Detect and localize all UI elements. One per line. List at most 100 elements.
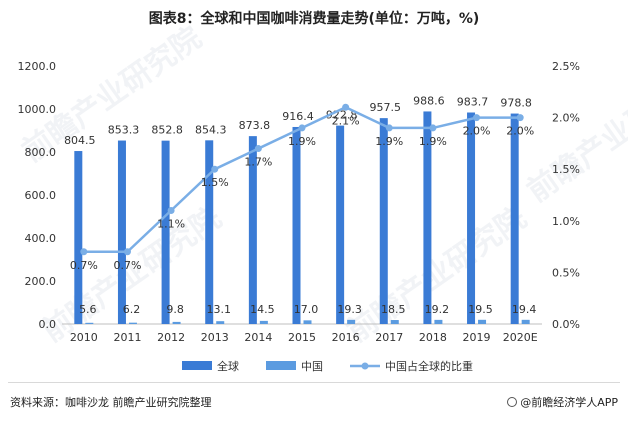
x-tick-label: 2011 xyxy=(113,331,141,344)
data-label-global: 988.6 xyxy=(413,94,445,107)
data-label-share: 0.7% xyxy=(113,259,141,272)
y-left-tick-label: 1000.0 xyxy=(18,103,57,116)
bar-china xyxy=(390,320,399,324)
data-label-share: 1.9% xyxy=(288,135,316,148)
data-label-china: 19.4 xyxy=(512,303,537,316)
data-label-share: 1.7% xyxy=(244,156,272,169)
x-tick-label: 2015 xyxy=(288,331,316,344)
brand-text: @前瞻经济学人APP xyxy=(520,396,618,409)
y-right-tick-label: 0.5% xyxy=(552,266,580,279)
source-note: 资料来源：咖啡沙龙 前瞻产业研究院整理 xyxy=(10,396,212,409)
bar-china xyxy=(478,319,487,324)
bar-global xyxy=(510,113,519,324)
data-label-global: 916.4 xyxy=(282,110,314,123)
x-tick-label: 2016 xyxy=(332,331,360,344)
bar-china xyxy=(434,319,443,324)
point-share xyxy=(429,124,437,132)
bar-global xyxy=(205,140,214,324)
y-right-tick-label: 0.0% xyxy=(552,318,580,331)
legend-label-share: 中国占全球的比重 xyxy=(385,359,473,373)
data-label-share: 0.7% xyxy=(70,259,98,272)
bar-global xyxy=(423,111,432,325)
data-label-china: 18.5 xyxy=(381,303,406,316)
bar-global xyxy=(336,125,345,325)
data-label-china: 9.8 xyxy=(166,303,184,316)
x-tick-label: 2010 xyxy=(70,331,98,344)
data-label-share: 1.9% xyxy=(375,135,403,148)
chart-canvas: 0.0 200.0 400.0 600.0 800.0 1000.0 1200.0 0.0% 0… xyxy=(18,60,580,373)
data-label-china: 14.5 xyxy=(250,303,275,316)
x-tick-label: 2020E xyxy=(503,331,538,344)
legend-label-china: 中国 xyxy=(301,360,323,373)
point-share xyxy=(123,248,131,256)
data-label-global: 873.8 xyxy=(239,119,271,132)
x-tick-label: 2017 xyxy=(375,331,403,344)
y-left-tick-label: 600.0 xyxy=(25,189,57,202)
bar-china xyxy=(303,320,312,324)
y-right-tick-label: 1.5% xyxy=(552,163,580,176)
data-label-china: 19.3 xyxy=(337,303,362,316)
data-label-global: 853.3 xyxy=(108,124,140,137)
footer-divider xyxy=(8,382,620,383)
x-tick-label: 2018 xyxy=(419,331,447,344)
x-tick-label: 2019 xyxy=(463,331,491,344)
data-label-global: 854.3 xyxy=(195,123,227,136)
point-share xyxy=(473,114,481,122)
data-label-china: 13.1 xyxy=(206,303,231,316)
legend-label-global: 全球 xyxy=(217,359,239,373)
point-share xyxy=(211,165,219,173)
x-tick-label: 2012 xyxy=(157,331,185,344)
data-label-share: 1.5% xyxy=(201,176,229,189)
x-tick-label: 2014 xyxy=(244,331,272,344)
data-label-global: 983.7 xyxy=(457,96,489,109)
bar-china xyxy=(216,321,225,324)
data-label-china: 19.5 xyxy=(468,303,493,316)
data-label-share: 2.0% xyxy=(506,125,534,138)
x-tick-label: 2013 xyxy=(201,331,229,344)
data-label-global: 957.5 xyxy=(370,101,402,114)
bar-global xyxy=(161,140,170,324)
point-share xyxy=(516,114,524,122)
bar-global xyxy=(248,136,257,324)
y-left-tick-label: 800.0 xyxy=(25,146,57,159)
point-share xyxy=(254,145,262,153)
bar-global xyxy=(379,118,388,324)
bar-china xyxy=(172,321,181,324)
bar-china xyxy=(128,322,137,324)
y-right-tick-label: 2.5% xyxy=(552,60,580,73)
data-label-share: 1.9% xyxy=(419,135,447,148)
data-label-china: 17.0 xyxy=(294,303,319,316)
legend-swatch-global xyxy=(182,361,212,370)
data-label-share: 2.1% xyxy=(332,114,360,127)
data-label-share: 2.0% xyxy=(463,125,491,138)
bar-china xyxy=(521,319,530,324)
data-label-china: 6.2 xyxy=(123,303,141,316)
legend-swatch-china xyxy=(266,361,296,370)
bar-china xyxy=(85,322,94,324)
y-left-tick-label: 1200.0 xyxy=(18,60,57,73)
y-right-tick-label: 2.0% xyxy=(552,112,580,125)
brand-credit: @前瞻经济学人APP xyxy=(507,394,618,410)
y-left-tick-label: 400.0 xyxy=(25,232,57,245)
point-share xyxy=(80,248,88,256)
y-right-tick-label: 1.0% xyxy=(552,215,580,228)
bar-global xyxy=(117,140,126,324)
point-share xyxy=(167,206,175,214)
bar-china xyxy=(347,319,356,324)
point-share xyxy=(298,124,306,132)
data-label-share: 1.1% xyxy=(157,217,185,230)
brand-logo-icon xyxy=(507,397,518,407)
point-share xyxy=(342,103,350,111)
data-label-global: 852.8 xyxy=(151,124,183,137)
bar-global xyxy=(292,126,301,324)
data-label-global: 978.8 xyxy=(500,97,532,110)
data-label-global: 804.5 xyxy=(64,134,96,147)
bar-global xyxy=(467,112,476,324)
y-left-tick-label: 200.0 xyxy=(25,275,57,288)
data-label-china: 19.2 xyxy=(425,303,450,316)
y-left-tick-label: 0.0 xyxy=(39,318,57,331)
bar-global xyxy=(74,151,83,324)
legend-marker-share xyxy=(361,362,369,370)
bar-china xyxy=(259,320,268,324)
